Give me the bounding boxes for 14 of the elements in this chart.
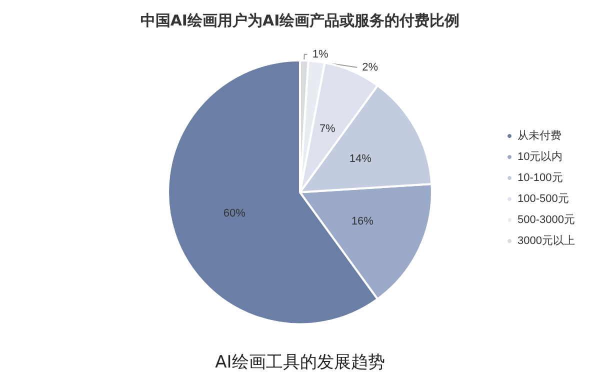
data-label: 2% bbox=[362, 61, 378, 74]
data-label: 14% bbox=[349, 153, 372, 166]
legend-label: 500-3000元 bbox=[518, 214, 576, 226]
data-label: 7% bbox=[319, 122, 336, 135]
data-label: 16% bbox=[351, 216, 374, 228]
text: AI绘画工具的发展趋势 bbox=[215, 352, 385, 372]
chart-title: 中国AI绘画用户为AI绘画产品或服务的付费比例 bbox=[140, 12, 460, 30]
legend-label: 从未付费 bbox=[518, 129, 562, 142]
legend-label: 3000元以上 bbox=[518, 234, 575, 247]
data-label: 60% bbox=[223, 208, 246, 220]
legend-label: 100-500元 bbox=[518, 193, 569, 205]
legend-label: 10-100元 bbox=[518, 172, 563, 184]
legend-label: 10元以内 bbox=[518, 150, 563, 163]
data-label: 1% bbox=[312, 48, 328, 60]
